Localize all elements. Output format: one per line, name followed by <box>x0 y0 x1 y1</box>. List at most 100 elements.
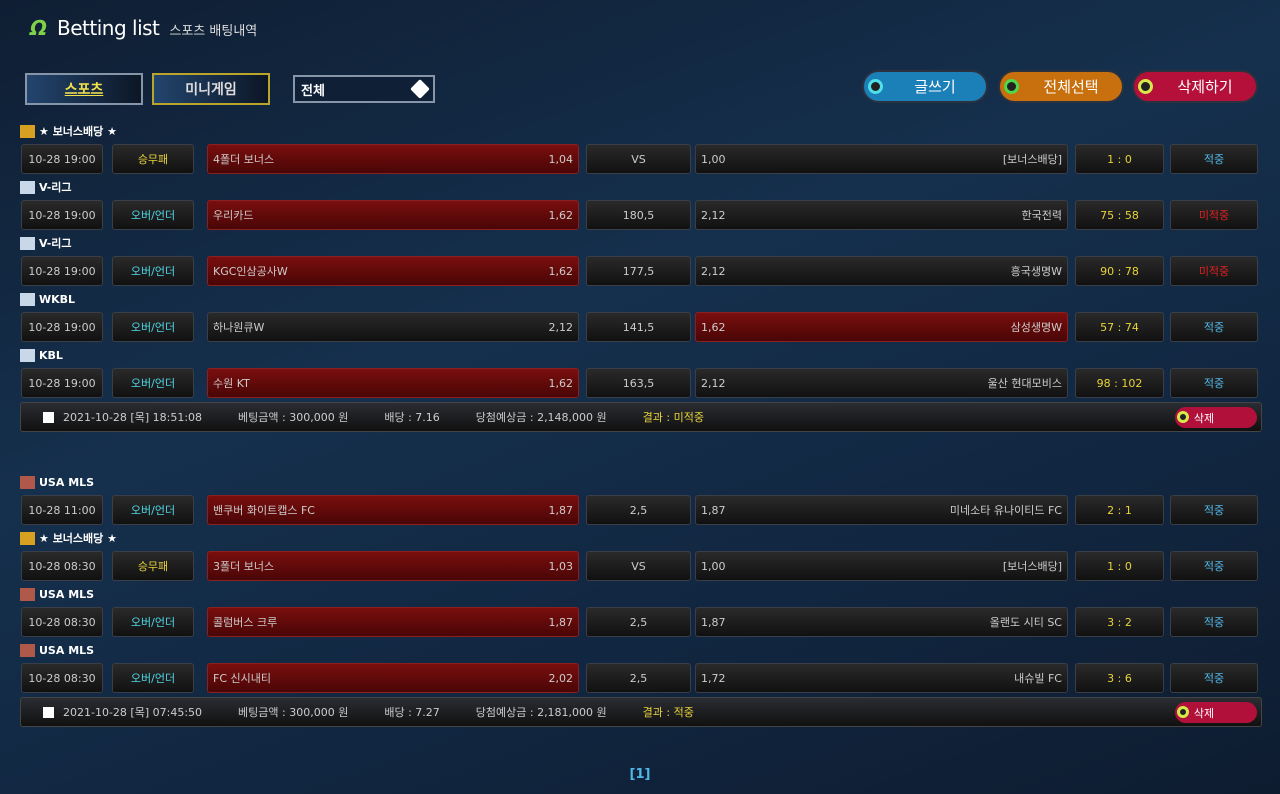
delete-button[interactable]: 삭제 <box>1175 702 1257 723</box>
circle-icon <box>1177 706 1189 718</box>
select-all-button[interactable]: 전체선택 <box>998 70 1124 103</box>
home-pick[interactable]: 하나원큐W 2,12 <box>207 312 579 342</box>
result-status: 적중 <box>1170 551 1258 581</box>
delete-button[interactable]: 삭제 <box>1175 407 1257 428</box>
bet-row: 10-28 08:30 승무패 3폴더 보너스 1,03 VS 1,00 [보너스배당] 1 … <box>20 551 1262 581</box>
filter-select[interactable]: 전체 <box>293 75 435 103</box>
bet-row: 10-28 19:00 승무패 4폴더 보너스 1,04 VS 1,00 [보너스배당] 1 … <box>20 144 1262 174</box>
home-team: KGC인삼공사W <box>213 265 288 278</box>
bet-group: USA MLS 10-28 11:00 오버/언더 밴쿠버 화이트캡스 FC 1,87 2… <box>20 469 1262 727</box>
bet-summary: 2021-10-28 [목] 18:51:08 베팅금액 : 300,000 원 배… <box>20 402 1262 432</box>
select-checkbox[interactable] <box>43 411 54 423</box>
home-odds: 1,62 <box>548 264 574 278</box>
pagination-current[interactable]: [1] <box>629 767 651 782</box>
league-flag-icon <box>20 292 35 306</box>
league-header: WKBL <box>20 286 1262 312</box>
away-team: 한국전력 <box>1021 209 1062 222</box>
page-title: Betting list <box>57 16 160 40</box>
home-pick[interactable]: KGC인삼공사W 1,62 <box>207 256 579 286</box>
bet-row: 10-28 08:30 오버/언더 FC 신시내티 2,02 2,5 1,72 내슈빌 FC… <box>20 663 1262 693</box>
bet-row: 10-28 19:00 오버/언더 하나원큐W 2,12 141,5 1,62 삼성생명W 5… <box>20 312 1262 342</box>
away-odds: 1,87 <box>701 503 726 517</box>
away-odds: 1,00 <box>701 559 726 573</box>
select-checkbox[interactable] <box>43 706 54 718</box>
result-status: 적중 <box>1170 607 1258 637</box>
away-pick[interactable]: 2,12 흥국생명W <box>695 256 1068 286</box>
bet-type: 오버/언더 <box>112 368 194 398</box>
delete-all-label: 삭제하기 <box>1177 78 1233 96</box>
result-status: 적중 <box>1170 144 1258 174</box>
league-name: USA MLS <box>39 475 95 489</box>
delete-all-button[interactable]: 삭제하기 <box>1132 70 1258 103</box>
away-team: [보너스배당] <box>1002 153 1062 166</box>
summary-result: 결과 : 적중 <box>642 706 694 719</box>
home-team: 하나원큐W <box>213 321 265 334</box>
match-time: 10-28 11:00 <box>21 495 103 525</box>
away-pick[interactable]: 1,87 미네소타 유나이티드 FC <box>695 495 1068 525</box>
away-pick[interactable]: 2,12 울산 현대모비스 <box>695 368 1068 398</box>
bet-row: 10-28 19:00 오버/언더 우리카드 1,62 180,5 2,12 한국전력 75 … <box>20 200 1262 230</box>
dropdown-icon <box>410 79 430 99</box>
match-time: 10-28 19:00 <box>21 312 103 342</box>
league-name: WKBL <box>39 292 76 306</box>
home-team: 3폴더 보너스 <box>213 560 275 573</box>
away-pick[interactable]: 2,12 한국전력 <box>695 200 1068 230</box>
league-flag-icon <box>20 124 35 138</box>
league-flag-icon <box>20 236 35 250</box>
page-subtitle: 스포츠 배팅내역 <box>169 24 258 39</box>
away-odds: 2,12 <box>701 376 726 390</box>
away-odds: 1,62 <box>701 320 726 334</box>
league-header: USA MLS <box>20 469 1262 495</box>
away-odds: 2,12 <box>701 208 726 222</box>
away-pick[interactable]: 1,00 [보너스배당] <box>695 144 1068 174</box>
away-team: [보너스배당] <box>1002 560 1062 573</box>
result-status: 미적중 <box>1170 256 1258 286</box>
home-pick[interactable]: 3폴더 보너스 1,03 <box>207 551 579 581</box>
write-button[interactable]: 글쓰기 <box>862 70 988 103</box>
away-team: 내슈빌 FC <box>1014 672 1062 685</box>
home-odds: 2,12 <box>548 320 574 334</box>
home-pick[interactable]: 밴쿠버 화이트캡스 FC 1,87 <box>207 495 579 525</box>
result-status: 미적중 <box>1170 200 1258 230</box>
home-pick[interactable]: 콜럼버스 크루 1,87 <box>207 607 579 637</box>
home-odds: 1,62 <box>548 208 574 222</box>
bet-row: 10-28 08:30 오버/언더 콜럼버스 크루 1,87 2,5 1,87 올랜도 시티… <box>20 607 1262 637</box>
score: 75 : 58 <box>1075 200 1164 230</box>
away-pick[interactable]: 1,00 [보너스배당] <box>695 551 1068 581</box>
bet-type: 오버/언더 <box>112 200 194 230</box>
home-pick[interactable]: FC 신시내티 2,02 <box>207 663 579 693</box>
home-pick[interactable]: 수원 KT 1,62 <box>207 368 579 398</box>
circle-icon <box>1138 79 1153 94</box>
handicap: VS <box>586 551 691 581</box>
handicap: 2,5 <box>586 607 691 637</box>
tab-sports[interactable]: 스포츠 <box>25 73 143 105</box>
circle-icon <box>868 79 883 94</box>
away-pick[interactable]: 1,62 삼성생명W <box>695 312 1068 342</box>
away-odds: 1,72 <box>701 671 726 685</box>
handicap: 177,5 <box>586 256 691 286</box>
score: 3 : 6 <box>1075 663 1164 693</box>
away-team: 올랜도 시티 SC <box>989 616 1062 629</box>
league-header: ★ 보너스배당 ★ <box>20 118 1262 144</box>
tab-minigame[interactable]: 미니게임 <box>152 73 270 105</box>
summary-odds: 배당 : 7.16 <box>384 411 440 424</box>
score: 1 : 0 <box>1075 551 1164 581</box>
match-time: 10-28 19:00 <box>21 200 103 230</box>
away-pick[interactable]: 1,87 올랜도 시티 SC <box>695 607 1068 637</box>
home-pick[interactable]: 4폴더 보너스 1,04 <box>207 144 579 174</box>
league-flag-icon <box>20 180 35 194</box>
bet-type: 오버/언더 <box>112 663 194 693</box>
circle-icon <box>1177 411 1189 423</box>
result-status: 적중 <box>1170 495 1258 525</box>
away-pick[interactable]: 1,72 내슈빌 FC <box>695 663 1068 693</box>
home-pick[interactable]: 우리카드 1,62 <box>207 200 579 230</box>
home-team: 밴쿠버 화이트캡스 FC <box>213 504 315 517</box>
summary-amount: 베팅금액 : 300,000 원 <box>238 411 349 424</box>
home-odds: 1,87 <box>548 615 574 629</box>
home-team: 우리카드 <box>213 209 254 222</box>
match-time: 10-28 08:30 <box>21 607 103 637</box>
page-header: Ω Betting list 스포츠 배팅내역 <box>30 16 257 40</box>
score: 98 : 102 <box>1075 368 1164 398</box>
home-team: 수원 KT <box>213 377 250 390</box>
league-flag-icon <box>20 348 35 362</box>
